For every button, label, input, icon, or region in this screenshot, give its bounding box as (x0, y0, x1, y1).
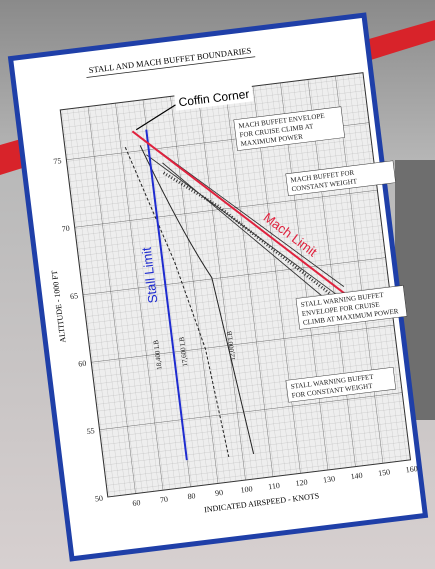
weight-label: 18,400 LB (152, 339, 164, 370)
x-tick-label: 140 (350, 471, 363, 481)
callout-box (174, 85, 254, 111)
hatched-band (162, 171, 331, 295)
coarse-grid (59, 72, 412, 498)
y-tick-label: 55 (86, 426, 95, 436)
x-tick-label: 160 (405, 464, 418, 474)
x-tick-label: 60 (132, 498, 141, 508)
x-tick-label: 70 (159, 495, 168, 505)
note-box (233, 106, 345, 151)
y-tick-label: 50 (94, 494, 103, 504)
curve (146, 148, 345, 304)
weight-label: 17,600 LB (178, 336, 190, 367)
x-tick-label: 90 (214, 488, 223, 498)
ticks: 75 70 65 60 55 50 60 70 80 90 100 110 120 130 140 150 16… (53, 156, 418, 508)
weights: 18,400 LB 17,600 LB 12,000 LB (152, 330, 237, 370)
title-underline (86, 56, 256, 78)
y-tick-label: 60 (78, 359, 87, 369)
y-tick-label: 65 (70, 291, 79, 301)
x-tick-label: 100 (240, 484, 253, 494)
note-box (285, 160, 396, 197)
y-tick-label: 75 (53, 156, 62, 166)
note-box (295, 285, 408, 330)
stall-limit-label: Stall Limit (139, 246, 161, 304)
mach-limit-line (131, 130, 349, 298)
x-tick-label: 80 (187, 491, 196, 501)
callout-arrow (135, 104, 176, 131)
chart-card: STALL AND MACH BUFFET BOUNDARIES 7570656… (7, 12, 429, 562)
stall-limit-line (145, 129, 188, 461)
y-tick-label: 70 (61, 224, 70, 234)
note-box (285, 366, 397, 403)
weight-label: 12,000 LB (225, 330, 237, 361)
curve (124, 147, 230, 458)
x-tick-label: 130 (323, 474, 336, 484)
x-tick-label: 110 (268, 481, 281, 491)
x-tick-label: 150 (378, 467, 391, 477)
x-tick-label: 120 (295, 478, 308, 488)
